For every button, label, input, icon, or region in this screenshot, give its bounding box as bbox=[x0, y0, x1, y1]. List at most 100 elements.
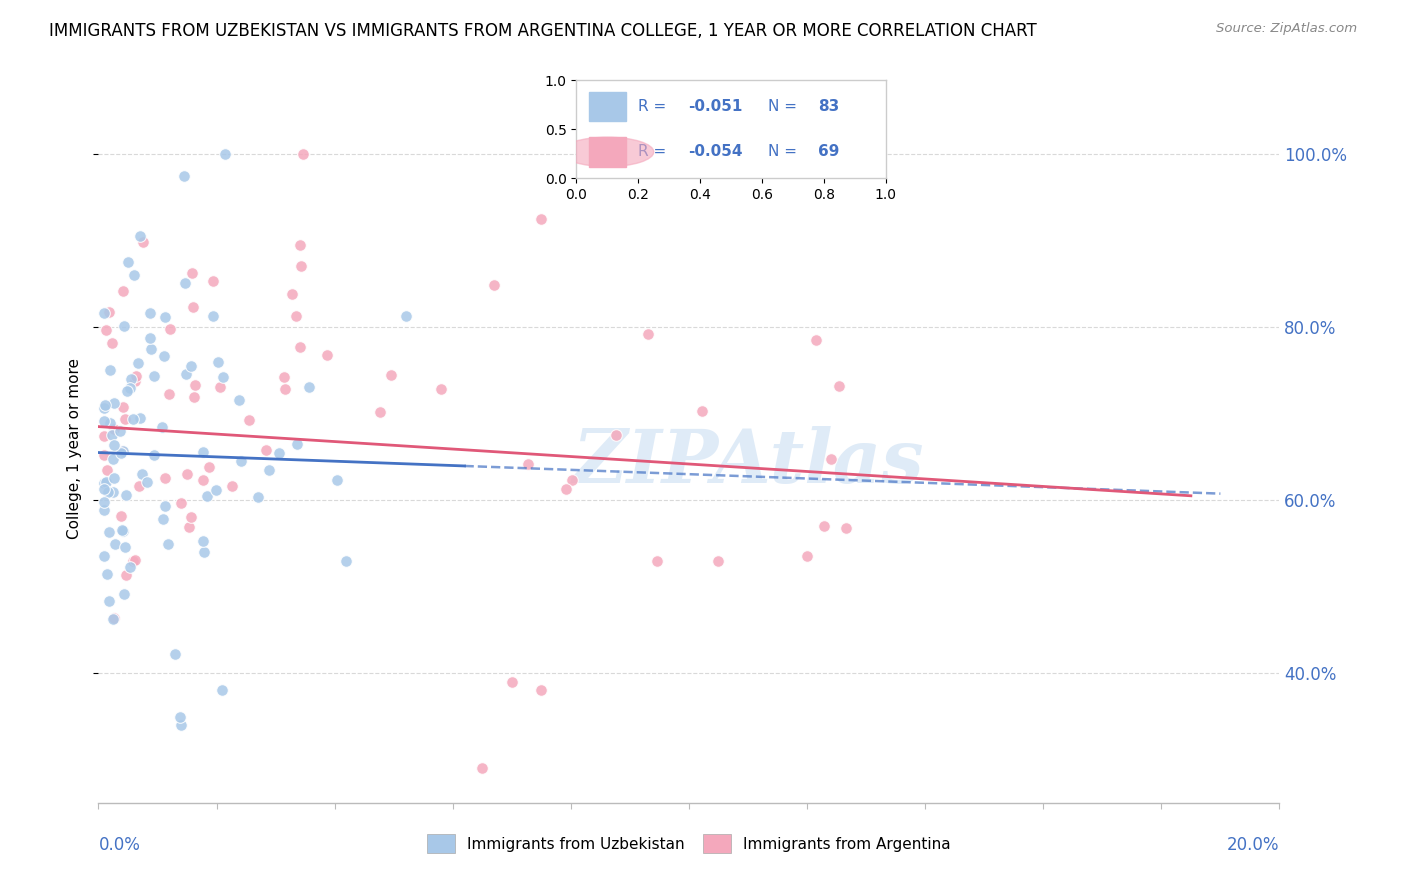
Point bbox=[103, 396, 125, 410]
Point bbox=[820, 451, 842, 466]
Point bbox=[430, 382, 453, 396]
Point bbox=[98, 305, 121, 319]
Point bbox=[94, 398, 117, 412]
Point bbox=[179, 520, 201, 534]
Point bbox=[103, 438, 125, 452]
Y-axis label: College, 1 year or more: College, 1 year or more bbox=[67, 358, 83, 539]
Point bbox=[183, 390, 205, 404]
Point bbox=[103, 422, 125, 436]
Point bbox=[208, 379, 231, 393]
Point bbox=[202, 309, 225, 323]
Point bbox=[101, 451, 124, 466]
Point bbox=[114, 412, 136, 426]
Point bbox=[530, 212, 553, 227]
Point bbox=[111, 444, 134, 458]
Point bbox=[280, 286, 302, 301]
Legend: Immigrants from Uzbekistan, Immigrants from Argentina: Immigrants from Uzbekistan, Immigrants f… bbox=[422, 828, 956, 859]
Point bbox=[117, 255, 139, 269]
Text: ZIPAtlas: ZIPAtlas bbox=[572, 426, 924, 499]
Point bbox=[115, 384, 138, 398]
Point bbox=[93, 476, 115, 491]
Point bbox=[690, 404, 713, 418]
Point bbox=[174, 367, 197, 381]
Point bbox=[165, 647, 187, 661]
Point bbox=[115, 488, 138, 502]
Point bbox=[93, 502, 115, 516]
Point bbox=[128, 229, 150, 244]
Point bbox=[104, 537, 127, 551]
Text: N =: N = bbox=[768, 99, 801, 114]
Point bbox=[183, 300, 205, 314]
Point bbox=[138, 331, 160, 345]
Point bbox=[197, 460, 219, 475]
Point bbox=[100, 428, 122, 442]
Point bbox=[93, 494, 115, 508]
Point bbox=[285, 436, 308, 450]
Text: R =: R = bbox=[638, 99, 672, 114]
Point bbox=[94, 475, 117, 489]
Point bbox=[131, 467, 153, 481]
Point bbox=[561, 474, 583, 488]
Point bbox=[100, 416, 122, 430]
Point bbox=[128, 411, 150, 425]
Point bbox=[135, 475, 157, 489]
Point bbox=[93, 414, 115, 428]
Point bbox=[110, 446, 132, 460]
Point bbox=[335, 554, 357, 568]
Point bbox=[267, 446, 290, 460]
Point bbox=[125, 368, 148, 383]
Text: 69: 69 bbox=[818, 145, 839, 160]
Point bbox=[288, 237, 311, 252]
Point bbox=[637, 326, 659, 341]
Point bbox=[93, 306, 115, 320]
Point bbox=[122, 554, 145, 568]
Point bbox=[101, 612, 124, 626]
Point bbox=[110, 509, 132, 524]
Point bbox=[813, 519, 835, 533]
Text: -0.054: -0.054 bbox=[688, 145, 742, 160]
Point bbox=[122, 268, 145, 283]
Point bbox=[517, 457, 540, 471]
Text: 83: 83 bbox=[818, 99, 839, 114]
Point bbox=[207, 354, 229, 368]
Point bbox=[114, 568, 136, 582]
Point bbox=[291, 147, 314, 161]
Point bbox=[157, 386, 180, 401]
Text: -0.051: -0.051 bbox=[688, 99, 742, 114]
Point bbox=[197, 489, 219, 503]
Point bbox=[257, 463, 280, 477]
Point bbox=[155, 471, 177, 485]
Point bbox=[804, 333, 827, 347]
Point bbox=[93, 448, 115, 462]
Text: Source: ZipAtlas.com: Source: ZipAtlas.com bbox=[1216, 22, 1357, 36]
Point bbox=[96, 567, 118, 582]
Point bbox=[139, 306, 162, 320]
Point bbox=[191, 473, 214, 487]
Point bbox=[152, 349, 174, 363]
Point bbox=[184, 378, 207, 392]
Point bbox=[131, 235, 153, 249]
Text: N =: N = bbox=[768, 145, 801, 160]
Point bbox=[191, 445, 214, 459]
Point bbox=[96, 323, 118, 337]
Point bbox=[159, 321, 181, 335]
Point bbox=[204, 483, 226, 497]
Point bbox=[380, 368, 402, 382]
Point bbox=[316, 348, 339, 362]
Point bbox=[290, 259, 312, 273]
Point bbox=[112, 587, 135, 601]
Point bbox=[103, 611, 125, 625]
Point bbox=[120, 372, 142, 386]
Point bbox=[128, 356, 150, 370]
Point bbox=[93, 482, 115, 496]
Point bbox=[501, 674, 523, 689]
Point bbox=[214, 147, 236, 161]
Point bbox=[193, 545, 215, 559]
Point bbox=[173, 169, 195, 183]
Point bbox=[482, 277, 505, 292]
Bar bbox=[589, 137, 626, 167]
Point bbox=[156, 537, 179, 551]
Point bbox=[368, 404, 391, 418]
Point bbox=[530, 683, 553, 698]
Point bbox=[98, 594, 121, 608]
